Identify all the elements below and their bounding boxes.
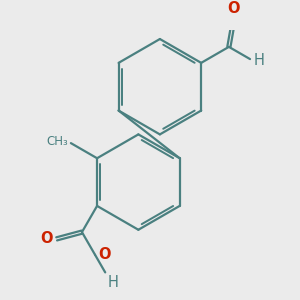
Text: O: O (98, 247, 110, 262)
Text: CH₃: CH₃ (46, 136, 68, 148)
Text: O: O (227, 1, 240, 16)
Text: H: H (254, 53, 264, 68)
Text: H: H (107, 275, 118, 290)
Text: O: O (41, 231, 53, 246)
